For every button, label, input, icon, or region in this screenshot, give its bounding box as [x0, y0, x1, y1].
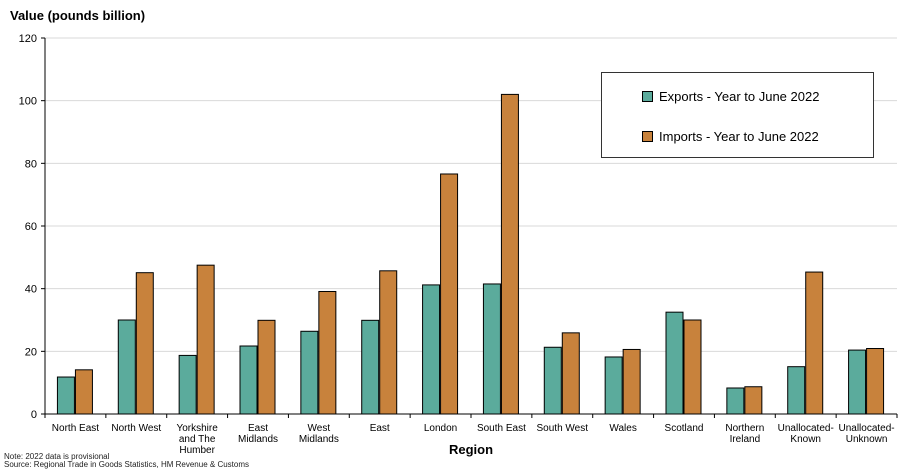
legend-item-imports: Imports - Year to June 2022 — [642, 129, 819, 144]
y-tick-label: 80 — [25, 158, 37, 170]
source-note: Source: Regional Trade in Goods Statisti… — [4, 460, 249, 469]
bar-imports — [135, 272, 154, 415]
bar-exports — [56, 376, 75, 415]
bar-exports — [178, 354, 197, 415]
x-tick-label: West — [308, 423, 331, 434]
x-tick-label: London — [424, 423, 457, 434]
y-tick-label: 60 — [25, 221, 37, 233]
y-tick-label: 120 — [19, 33, 37, 45]
bar-imports — [196, 264, 215, 415]
bar-imports — [683, 319, 702, 415]
x-tick-label: Northern — [725, 423, 764, 434]
bar-imports — [440, 173, 459, 415]
x-axis-title: Region — [449, 442, 494, 457]
chart-legend: Exports - Year to June 2022 Imports - Ye… — [601, 72, 874, 158]
bar-exports — [117, 319, 136, 415]
x-tick-label: North West — [111, 423, 161, 434]
x-tick-label: South West — [537, 423, 589, 434]
x-tick-label: Ireland — [730, 434, 761, 445]
bar-exports — [239, 345, 258, 415]
x-tick-label: Wales — [609, 423, 636, 434]
bar-exports — [361, 319, 380, 415]
bar-imports — [561, 332, 580, 415]
bar-imports — [805, 271, 824, 415]
x-tick-label: and The — [179, 434, 216, 445]
legend-swatch-exports — [642, 91, 653, 102]
x-tick-label: Yorkshire — [176, 423, 218, 434]
x-tick-label: South East — [477, 423, 526, 434]
bar-exports — [604, 356, 623, 415]
bar-exports — [300, 330, 319, 415]
provisional-note: Note: 2022 data is provisional — [4, 452, 110, 461]
bar-exports — [726, 387, 745, 415]
y-tick-label: 100 — [19, 96, 37, 108]
y-tick-label: 20 — [25, 346, 37, 358]
y-tick-label: 40 — [25, 284, 37, 296]
bar-exports — [543, 346, 562, 415]
x-tick-label: Humber — [179, 445, 215, 456]
bar-exports — [665, 311, 684, 415]
bar-exports — [482, 283, 501, 415]
x-tick-label: East — [248, 423, 268, 434]
x-tick-label: North East — [52, 423, 99, 434]
bar-exports — [422, 284, 441, 415]
bar-exports — [848, 349, 867, 415]
bar-imports — [318, 290, 337, 415]
legend-label-imports: Imports - Year to June 2022 — [659, 129, 819, 144]
x-tick-label: Midlands — [299, 434, 339, 445]
bar-imports — [257, 319, 276, 415]
x-tick-label: Known — [790, 434, 821, 445]
bar-imports — [379, 270, 398, 415]
legend-item-exports: Exports - Year to June 2022 — [642, 89, 819, 104]
bar-imports — [74, 369, 93, 415]
x-tick-label: East — [370, 423, 390, 434]
legend-label-exports: Exports - Year to June 2022 — [659, 89, 820, 104]
legend-swatch-imports — [642, 131, 653, 142]
bar-imports — [500, 93, 519, 415]
x-tick-label: Unknown — [846, 434, 888, 445]
x-tick-label: Unallocated- — [838, 423, 894, 434]
bar-imports — [744, 386, 763, 415]
y-tick-label: 0 — [31, 409, 37, 421]
x-tick-label: Scotland — [665, 423, 704, 434]
bar-imports — [622, 348, 641, 415]
x-tick-label: Midlands — [238, 434, 278, 445]
bar-imports — [866, 348, 885, 415]
bar-exports — [787, 366, 806, 415]
y-axis-title: Value (pounds billion) — [10, 8, 146, 23]
x-tick-label: Unallocated- — [778, 423, 834, 434]
